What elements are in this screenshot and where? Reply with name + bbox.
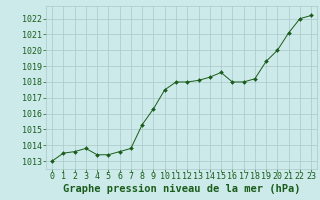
X-axis label: Graphe pression niveau de la mer (hPa): Graphe pression niveau de la mer (hPa) xyxy=(63,184,300,194)
